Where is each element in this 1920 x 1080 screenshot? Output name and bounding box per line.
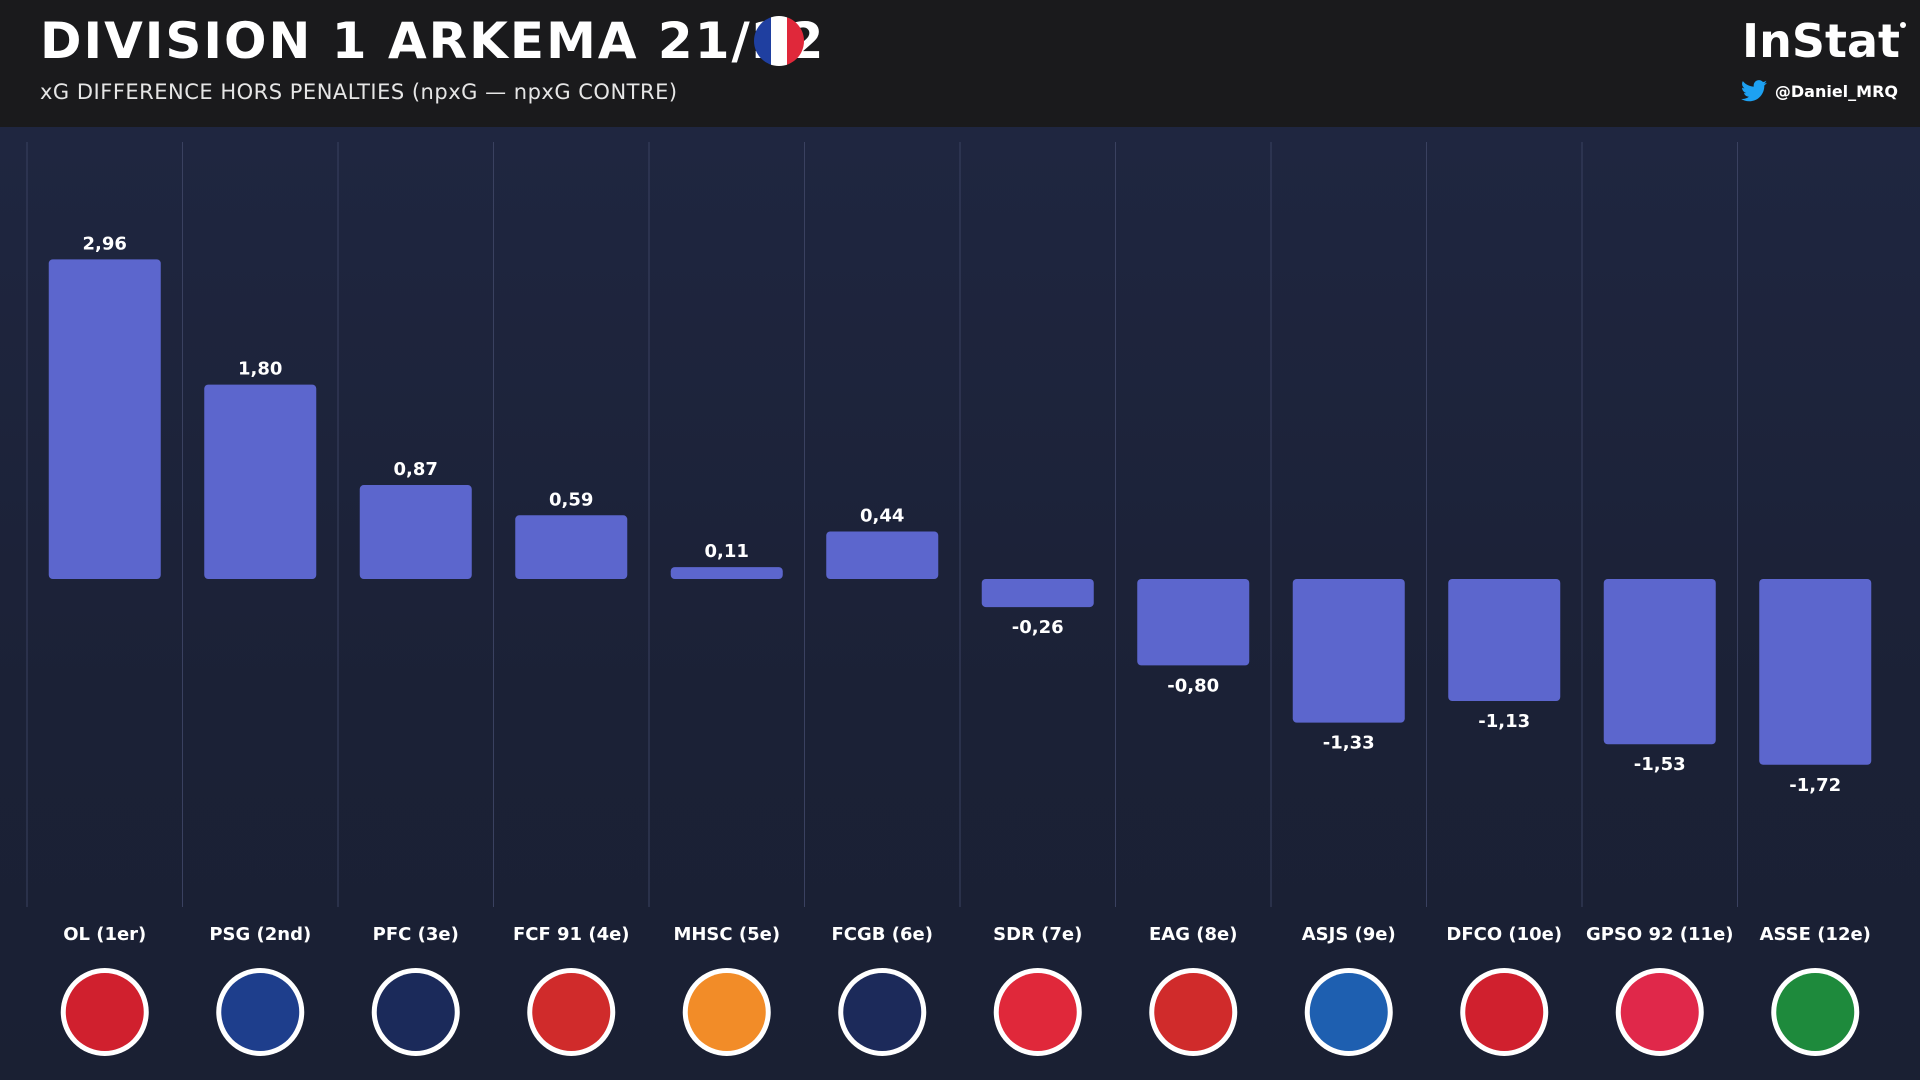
value-label-4: 0,11 — [705, 541, 749, 562]
page-subtitle: xG DIFFERENCE HORS PENALTIES (npxG — npx… — [40, 80, 678, 104]
bar-2 — [359, 485, 472, 579]
value-label-3: 0,59 — [549, 489, 593, 510]
chart-area: 2,96 OL (1er) 1,80 PSG (2nd) 0,87 PFC (3e) 0,5… — [0, 127, 1920, 1080]
eag-logo-fill — [1154, 973, 1233, 1051]
twitter-handle: @Daniel_MRQ — [1740, 80, 1898, 102]
psg-logo — [216, 968, 305, 1056]
stade-reims-logo — [993, 968, 1082, 1056]
value-label-9: -1,13 — [1478, 711, 1530, 732]
category-label-5: FCGB (6e) — [832, 924, 933, 945]
value-label-2: 0,87 — [394, 459, 438, 480]
mhsc-logo — [682, 968, 771, 1056]
value-label-8: -1,33 — [1323, 733, 1375, 754]
bar-5 — [826, 531, 939, 579]
value-label-5: 0,44 — [860, 505, 904, 526]
gpso-logo-fill — [1620, 973, 1699, 1051]
paris-fc-logo — [371, 968, 460, 1056]
bar-11 — [1759, 579, 1872, 765]
paris-fc-logo-fill — [376, 973, 455, 1051]
asse-logo-fill — [1776, 973, 1855, 1051]
category-label-1: PSG (2nd) — [209, 924, 311, 945]
handle-text: @Daniel_MRQ — [1774, 81, 1898, 101]
category-label-6: SDR (7e) — [993, 924, 1082, 945]
category-label-10: GPSO 92 (11e) — [1586, 924, 1734, 945]
gpso-logo — [1615, 968, 1704, 1056]
mhsc-logo-fill — [687, 973, 766, 1051]
value-label-10: -1,53 — [1634, 754, 1686, 775]
olympique-lyonnais-logo-fill — [65, 973, 144, 1051]
eag-logo — [1149, 968, 1238, 1056]
bar-7 — [1137, 579, 1250, 666]
soyaux-logo-fill — [1309, 973, 1388, 1051]
bar-9 — [1448, 579, 1561, 702]
category-label-0: OL (1er) — [63, 924, 146, 945]
instat-logo: InStat — [1741, 14, 1900, 68]
flag-red-stripe — [787, 16, 804, 66]
value-label-1: 1,80 — [238, 359, 282, 380]
dfco-logo — [1460, 968, 1549, 1056]
category-label-3: FCF 91 (4e) — [513, 924, 630, 945]
category-label-9: DFCO (10e) — [1446, 924, 1562, 945]
value-label-0: 2,96 — [83, 233, 127, 254]
bar-10 — [1603, 579, 1716, 745]
page-title: DIVISION 1 ARKEMA 21/22 — [40, 12, 826, 70]
category-label-11: ASSE (12e) — [1760, 924, 1871, 945]
bar-0 — [48, 259, 161, 579]
value-label-7: -0,80 — [1167, 675, 1219, 696]
france-flag-icon — [754, 16, 804, 66]
bar-4 — [670, 567, 783, 579]
value-label-11: -1,72 — [1789, 775, 1841, 796]
bar-chart: 2,96 OL (1er) 1,80 PSG (2nd) 0,87 PFC (3e) 0,5… — [26, 142, 1872, 1056]
bar-3 — [515, 515, 628, 579]
bar-8 — [1292, 579, 1405, 723]
stade-reims-logo-fill — [998, 973, 1077, 1051]
brand-dot — [1900, 22, 1906, 28]
fcf91-logo — [527, 968, 616, 1056]
twitter-icon — [1740, 80, 1767, 102]
girondins-logo-fill — [843, 973, 922, 1051]
asse-logo — [1771, 968, 1860, 1056]
dfco-logo-fill — [1465, 973, 1544, 1051]
value-label-6: -0,26 — [1012, 617, 1064, 638]
soyaux-logo — [1304, 968, 1393, 1056]
girondins-logo — [838, 968, 927, 1056]
flag-white-stripe — [770, 16, 788, 66]
header-bar: DIVISION 1 ARKEMA 21/22 xG DIFFERENCE HO… — [0, 0, 1920, 127]
category-label-7: EAG (8e) — [1149, 924, 1237, 945]
category-label-2: PFC (3e) — [373, 924, 459, 945]
bar-1 — [204, 384, 317, 579]
olympique-lyonnais-logo — [60, 968, 149, 1056]
fcf91-logo-fill — [532, 973, 611, 1051]
category-label-8: ASJS (9e) — [1302, 924, 1396, 945]
category-label-4: MHSC (5e) — [673, 924, 780, 945]
flag-blue-stripe — [754, 16, 771, 66]
psg-logo-fill — [221, 973, 300, 1051]
bar-6 — [981, 579, 1094, 608]
